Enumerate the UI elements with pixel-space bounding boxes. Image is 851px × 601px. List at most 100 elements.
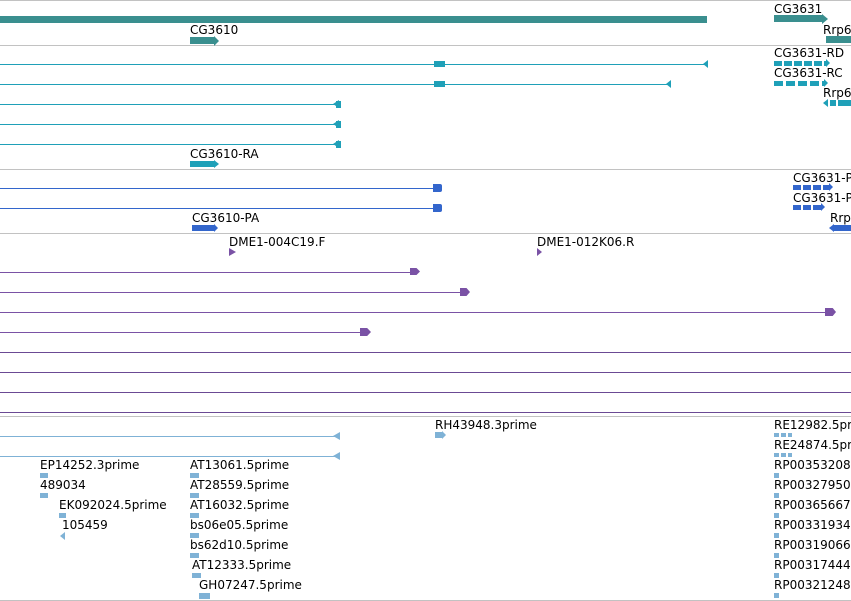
strand-arrow-icon	[829, 183, 833, 191]
protein-blocks[interactable]	[793, 205, 821, 210]
gene-feature[interactable]	[0, 16, 707, 23]
protein-label[interactable]: CG3631-P	[793, 171, 851, 185]
est-block[interactable]	[774, 493, 779, 498]
protein-block[interactable]	[834, 225, 851, 231]
protein-block[interactable]	[192, 225, 214, 231]
est-label[interactable]: RP00365667	[774, 498, 851, 512]
transcript-exons[interactable]	[774, 61, 826, 66]
transcript-exon[interactable]	[830, 100, 836, 106]
alignment-line[interactable]	[0, 372, 851, 373]
est-block[interactable]	[774, 473, 779, 478]
est-block[interactable]	[435, 432, 442, 438]
transcript-exons[interactable]	[774, 81, 824, 86]
est-block[interactable]	[774, 573, 779, 578]
strand-arrow-icon	[214, 36, 219, 46]
transcript-intron-line[interactable]	[0, 64, 707, 65]
clone-end-label[interactable]: DME1-004C19.F	[229, 235, 326, 249]
gene-feature[interactable]	[190, 37, 214, 44]
est-label[interactable]: GH07247.5prime	[199, 578, 302, 592]
est-block[interactable]	[774, 593, 779, 598]
est-block[interactable]	[59, 513, 66, 518]
gene-feature[interactable]	[774, 15, 822, 22]
est-label[interactable]: 105459	[62, 518, 108, 532]
strand-arrow-icon	[826, 59, 830, 67]
protein-blocks[interactable]	[793, 185, 829, 190]
est-label[interactable]: AT12333.5prime	[192, 558, 292, 572]
est-label[interactable]: EP14252.3prime	[40, 458, 140, 472]
protein-block[interactable]	[433, 204, 442, 212]
transcript-exon[interactable]	[336, 101, 341, 108]
est-label[interactable]: AT16032.5prime	[190, 498, 290, 512]
est-label[interactable]: RP00327950	[774, 478, 851, 492]
transcript-exon[interactable]	[838, 100, 851, 106]
protein-block[interactable]	[433, 184, 442, 192]
protein-label[interactable]: Rrp	[830, 211, 851, 225]
alignment-line[interactable]	[0, 272, 412, 273]
est-block[interactable]	[190, 493, 199, 498]
protein-label[interactable]: CG3631-P	[793, 191, 851, 205]
est-block[interactable]	[190, 513, 199, 518]
transcript-label[interactable]: CG3631-RC	[774, 66, 843, 80]
alignment-block[interactable]	[460, 288, 470, 296]
est-block[interactable]	[199, 593, 210, 599]
alignment-line[interactable]	[0, 392, 851, 393]
est-label[interactable]: RP00317444	[774, 558, 851, 572]
est-blocks[interactable]	[774, 453, 792, 457]
est-label[interactable]: RH43948.3prime	[435, 418, 537, 432]
est-blocks[interactable]	[774, 433, 792, 437]
protein-label[interactable]: CG3610-PA	[192, 211, 260, 225]
transcript-intron-line[interactable]	[0, 124, 340, 125]
est-label[interactable]: RP00319066	[774, 538, 851, 552]
est-block[interactable]	[190, 473, 199, 478]
est-block[interactable]	[774, 553, 779, 558]
est-block[interactable]	[192, 573, 201, 578]
transcript-label[interactable]: CG3631-RD	[774, 46, 845, 60]
protein-line[interactable]	[0, 188, 440, 189]
est-block[interactable]	[190, 553, 199, 558]
est-label[interactable]: bs62d10.5prime	[190, 538, 289, 552]
est-label[interactable]: AT13061.5prime	[190, 458, 290, 472]
est-block[interactable]	[774, 513, 779, 518]
transcript-exon[interactable]	[336, 141, 341, 148]
transcript-exon[interactable]	[190, 161, 214, 167]
est-label[interactable]: AT28559.5prime	[190, 478, 290, 492]
est-label[interactable]: RP00321248	[774, 578, 851, 592]
alignment-block[interactable]	[410, 268, 420, 275]
gene-label[interactable]: CG3610	[190, 23, 239, 37]
alignment-block[interactable]	[360, 328, 371, 336]
strand-arrow-icon	[666, 80, 671, 88]
est-label[interactable]: RE12982.5pri	[774, 418, 851, 432]
gene-label[interactable]: CG3631	[774, 2, 823, 16]
transcript-exon[interactable]	[434, 61, 445, 67]
protein-line[interactable]	[0, 208, 440, 209]
est-block[interactable]	[40, 493, 48, 498]
transcript-intron-line[interactable]	[0, 144, 340, 145]
alignment-line[interactable]	[0, 292, 462, 293]
clone-end-label[interactable]: DME1-012K06.R	[537, 235, 635, 249]
est-label[interactable]: RP00353208	[774, 458, 851, 472]
alignment-block[interactable]	[825, 308, 836, 316]
gene-feature[interactable]	[826, 36, 851, 43]
est-label[interactable]: EK092024.5prime	[59, 498, 167, 512]
est-line[interactable]	[0, 436, 340, 437]
transcript-label[interactable]: Rrp6	[823, 86, 851, 100]
alignment-line[interactable]	[0, 352, 851, 353]
est-line[interactable]	[0, 456, 340, 457]
transcript-intron-line[interactable]	[0, 84, 670, 85]
est-label[interactable]: RE24874.5pri	[774, 438, 851, 452]
est-block[interactable]	[190, 533, 199, 538]
transcript-label[interactable]: CG3610-RA	[190, 147, 259, 161]
transcript-exon[interactable]	[434, 81, 445, 87]
gene-label[interactable]: Rrp6	[823, 23, 851, 37]
est-block[interactable]	[774, 533, 779, 538]
est-label[interactable]: RP00331934	[774, 518, 851, 532]
alignment-line[interactable]	[0, 312, 828, 313]
alignment-line[interactable]	[0, 332, 362, 333]
alignment-line[interactable]	[0, 412, 851, 413]
est-label[interactable]: 489034	[40, 478, 86, 492]
est-block[interactable]	[40, 473, 48, 478]
transcript-exon[interactable]	[336, 121, 341, 128]
est-label[interactable]: bs06e05.5prime	[190, 518, 289, 532]
transcript-intron-line[interactable]	[0, 104, 340, 105]
